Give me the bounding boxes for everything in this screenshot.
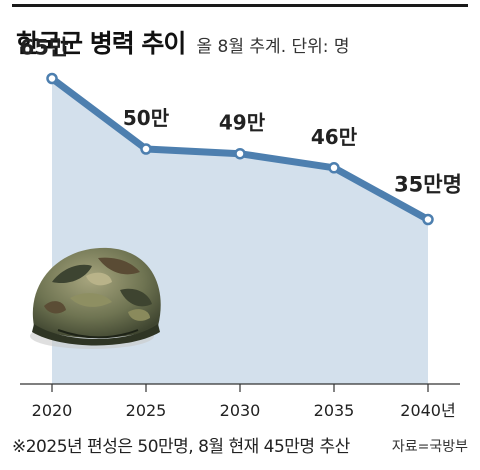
data-label: 49만 (219, 111, 266, 135)
data-point (234, 147, 246, 160)
data-label: 50만 (123, 106, 170, 130)
label-layer: 65만 50만 49만 46만 35만명 (20, 36, 462, 197)
data-label: 46만 (311, 125, 358, 149)
chart-header: 한국군 병력 추이 올 8월 추계. 단위: 명 (16, 24, 350, 60)
data-label: 35만명 (394, 173, 462, 197)
data-label: 65만 (20, 36, 69, 60)
marker-layer (46, 72, 434, 226)
footnote: ※2025년 편성은 50만명, 8월 현재 45만명 추산 (12, 437, 350, 457)
x-tick-label: 2020 (32, 401, 73, 420)
x-tick-label: 2040년 (400, 401, 455, 420)
military-helmet-icon (30, 247, 161, 349)
chart-subtitle: 올 8월 추계. 단위: 명 (196, 37, 350, 57)
x-tick-label: 2030 (220, 401, 261, 420)
top-rule (12, 4, 468, 7)
data-point (422, 213, 434, 226)
source-credit: 자료=국방부 (391, 439, 468, 455)
chart-title: 한국군 병력 추이 (16, 29, 186, 58)
x-tick-label: 2035 (314, 401, 355, 420)
x-tick-label: 2025 (126, 401, 167, 420)
data-point (328, 162, 340, 174)
data-point (140, 143, 152, 155)
data-point (46, 72, 58, 85)
axis-layer: 2020 2025 2030 2035 2040년 (20, 383, 460, 420)
